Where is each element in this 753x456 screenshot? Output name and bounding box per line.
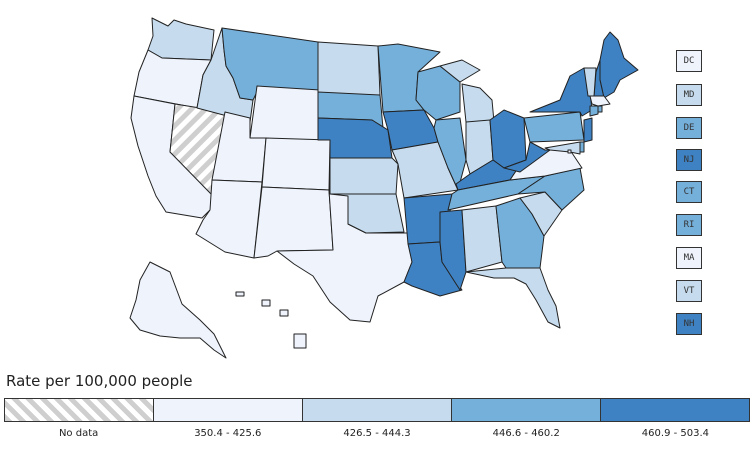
legend-bin-label: No data [58, 428, 99, 439]
small-state-label: MA [683, 253, 695, 263]
small-state-label: NH [683, 319, 695, 329]
legend-bin-label: 426.5 - 444.3 [343, 428, 411, 439]
state-nm [253, 186, 334, 259]
small-state-label: RI [683, 220, 695, 230]
us-choropleth-map [129, 17, 639, 359]
small-state-label: NJ [683, 155, 695, 165]
legend-bin-label: 446.6 - 460.2 [492, 428, 560, 439]
small-state-box-nh: NH [676, 313, 702, 335]
state-ma [589, 95, 611, 107]
state-oh [489, 109, 527, 169]
state-co [261, 137, 331, 191]
small-state-box-ri: RI [676, 214, 702, 236]
state-ak [129, 261, 227, 359]
legend-swatch [154, 399, 303, 421]
small-state-box-de: DE [676, 117, 702, 139]
state-ri [597, 105, 603, 113]
state-ok [329, 193, 405, 234]
small-state-box-ct: CT [676, 181, 702, 203]
legend-bin-label: 460.9 - 503.4 [641, 428, 710, 439]
small-state-label: MD [683, 90, 695, 100]
state-wv [503, 141, 551, 173]
state-de [579, 141, 585, 153]
small-state-label: CT [683, 187, 695, 197]
small-state-box-nj: NJ [676, 149, 702, 171]
state-ks [329, 157, 399, 195]
legend-swatch [601, 399, 749, 421]
small-state-box-vt: VT [676, 280, 702, 302]
legend-swatch [5, 399, 154, 421]
state-pa [523, 111, 585, 143]
state-nd [317, 41, 381, 99]
state-me [599, 31, 639, 99]
state-nj [583, 117, 593, 143]
state-hi [235, 291, 307, 349]
state-wa [147, 17, 215, 61]
small-state-box-dc: DC [676, 50, 702, 72]
state-ny [529, 67, 593, 117]
legend-swatch [303, 399, 452, 421]
small-state-label: DC [683, 56, 695, 66]
small-state-label: DE [683, 123, 695, 133]
state-sc [519, 191, 563, 237]
state-al [461, 205, 503, 273]
small-state-label: VT [683, 286, 695, 296]
state-wy [249, 85, 321, 141]
state-ct [589, 105, 599, 117]
legend-title: Rate per 100,000 people [6, 372, 193, 390]
legend-color-bar [4, 398, 750, 422]
legend-swatch [452, 399, 601, 421]
state-il [433, 117, 467, 191]
legend-labels: No data 350.4 - 425.6 426.5 - 444.3 446.6 -… [4, 428, 750, 439]
state-fl [465, 267, 561, 329]
legend-bin-label: 350.4 - 425.6 [194, 428, 262, 439]
small-state-box-md: MD [676, 84, 702, 106]
small-state-box-ma: MA [676, 247, 702, 269]
state-dc [567, 149, 572, 154]
